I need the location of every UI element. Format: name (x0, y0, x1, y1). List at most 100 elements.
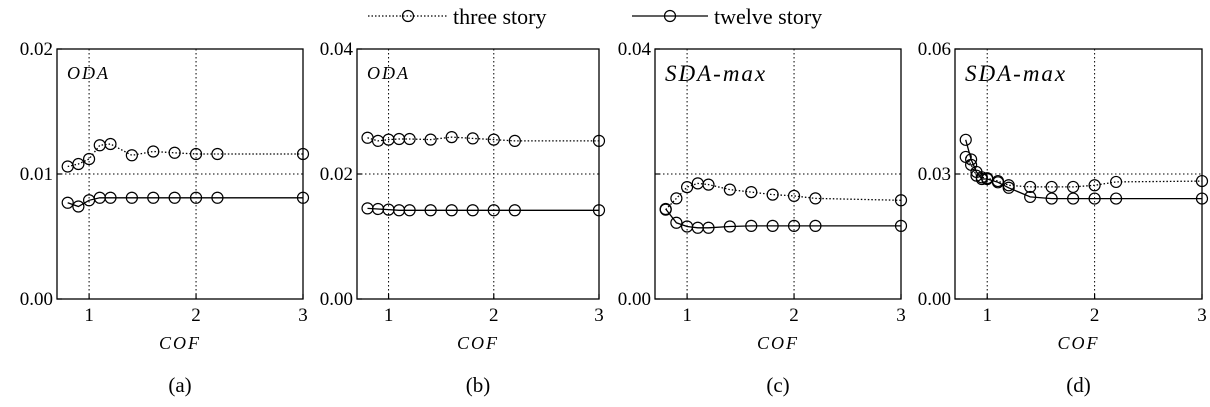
chart-panel-d: 0.00 0.03 0.06 1 2 3 COF (d) SDA-max (918, 39, 1209, 397)
data-point-three-story (466, 132, 479, 145)
y-tick-label: 0.06 (918, 39, 951, 60)
data-point-three-story (125, 149, 138, 162)
data-point-three-story (723, 183, 736, 196)
data-point-twelve-story (1002, 181, 1015, 194)
data-point-three-story (592, 134, 606, 147)
data-point-twelve-story (403, 204, 416, 217)
data-point-three-story (82, 152, 96, 166)
data-point-three-story (1045, 180, 1058, 194)
data-point-twelve-story (147, 191, 160, 204)
data-point-twelve-story (189, 191, 203, 204)
data-point-three-story (189, 147, 203, 161)
data-point-twelve-story (104, 191, 117, 204)
data-point-twelve-story (975, 172, 988, 186)
data-point-twelve-story (424, 204, 437, 217)
data-point-twelve-story (1024, 190, 1037, 204)
x-tick-label: 1 (682, 305, 692, 326)
legend-circle-marker (401, 9, 415, 23)
series-line-twelve-story (965, 139, 1202, 200)
y-tick-label: 0.04 (320, 39, 354, 60)
x-tick-label: 2 (1090, 305, 1100, 326)
data-point-three-story (1195, 174, 1209, 188)
data-point-twelve-story (1088, 192, 1101, 205)
panel-annotation: SDA-max (665, 61, 767, 86)
data-point-three-story (168, 146, 181, 159)
y-tick-label: 0.03 (918, 164, 951, 185)
y-tick-label: 0.00 (20, 289, 53, 310)
data-point-twelve-story (787, 219, 801, 232)
legend-circle-marker (663, 9, 677, 23)
x-tick-label: 1 (982, 305, 992, 326)
data-point-three-story (61, 160, 74, 173)
data-point-twelve-story (296, 191, 310, 204)
data-point-twelve-story (1067, 192, 1080, 205)
series-line-twelve-story (67, 197, 303, 208)
data-point-three-story (787, 189, 801, 202)
data-point-twelve-story (959, 133, 972, 146)
data-point-twelve-story (981, 172, 994, 186)
x-axis-label: COF (457, 333, 499, 353)
panel-label: (c) (766, 373, 789, 397)
data-point-twelve-story (168, 191, 181, 204)
data-point-twelve-story (592, 204, 606, 217)
data-point-twelve-story (487, 204, 500, 217)
data-point-twelve-story (809, 219, 822, 232)
x-tick-label: 1 (84, 305, 94, 326)
legend-label-twelve-story: twelve story (714, 4, 822, 29)
x-axis-label: COF (159, 333, 201, 353)
chart-panel-b: 0.00 0.02 0.04 1 2 3 COF (b) ODA (320, 39, 606, 397)
series-line-twelve-story (367, 207, 599, 211)
data-point-twelve-story (125, 191, 138, 204)
data-point-three-story (147, 145, 160, 158)
data-point-twelve-story (466, 204, 479, 217)
x-tick-label: 2 (191, 305, 201, 326)
data-point-twelve-story (445, 204, 458, 217)
data-point-twelve-story (61, 196, 74, 209)
data-point-three-story (894, 194, 908, 207)
panel-annotation: SDA-max (965, 61, 1067, 86)
chart-panel-a: 0.00 0.01 0.02 1 2 3 COF (a) ODA (20, 39, 310, 397)
data-point-three-story (809, 192, 822, 205)
y-tick-label: 0.00 (320, 289, 353, 310)
data-point-three-story (104, 137, 117, 151)
data-point-three-story (424, 133, 437, 146)
series-line-three-story (965, 156, 1203, 188)
data-point-twelve-story (670, 216, 683, 229)
panel-annotation: ODA (67, 63, 110, 83)
data-point-three-story (702, 178, 715, 191)
x-tick-label: 1 (384, 305, 394, 326)
data-point-three-story (670, 192, 683, 205)
series-line-three-story (67, 143, 303, 168)
chart-panel-c: 0.00 0.04 1 2 3 COF (c) SDA-max (618, 39, 908, 397)
data-point-three-story (211, 147, 224, 161)
data-point-twelve-story (1109, 192, 1123, 205)
x-tick-label: 3 (1197, 305, 1207, 326)
data-point-three-story (745, 186, 758, 199)
data-point-twelve-story (991, 176, 1005, 189)
legend: three story twelve story (368, 4, 822, 29)
legend-label-three-story: three story (453, 4, 546, 29)
data-point-three-story (680, 181, 694, 194)
legend-item-three-story: three story (368, 4, 546, 29)
x-tick-label: 3 (594, 305, 604, 326)
panel-label: (d) (1066, 373, 1091, 397)
data-point-twelve-story (659, 202, 672, 216)
data-point-three-story (1067, 180, 1080, 194)
series-line-twelve-story (665, 208, 901, 229)
data-point-three-story (296, 147, 310, 161)
panel-annotation: ODA (367, 63, 410, 83)
panel-label: (a) (168, 373, 191, 397)
data-point-three-story (766, 188, 779, 201)
data-point-twelve-story (211, 191, 224, 204)
data-point-three-story (1088, 179, 1101, 192)
y-tick-label: 0.00 (918, 289, 951, 310)
data-point-twelve-story (702, 221, 715, 234)
data-point-three-story (487, 133, 500, 146)
y-tick-label: 0.02 (320, 164, 353, 185)
x-tick-label: 2 (789, 305, 799, 326)
data-point-three-story (93, 139, 106, 152)
data-point-twelve-story (965, 153, 978, 166)
y-tick-label: 0.01 (20, 164, 53, 185)
data-point-three-story (72, 157, 85, 171)
panel-label: (b) (466, 373, 491, 397)
